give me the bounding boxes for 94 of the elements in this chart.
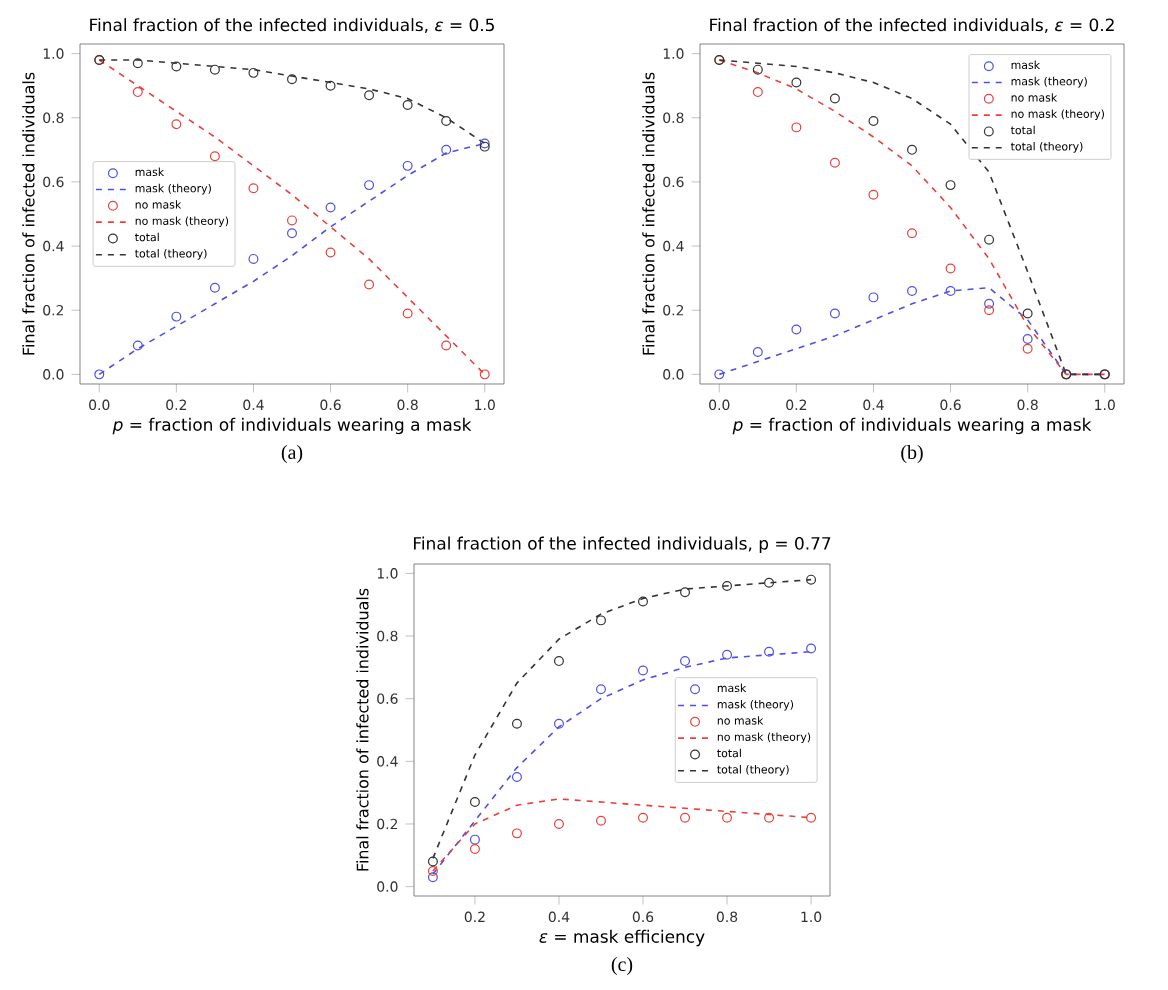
point <box>791 122 802 133</box>
point <box>553 718 564 729</box>
point <box>680 812 691 823</box>
x-axis-title: p = fraction of individuals wearing a mask <box>732 417 1092 435</box>
point <box>441 144 452 155</box>
point <box>806 574 817 585</box>
point <box>469 844 480 854</box>
point <box>752 87 763 98</box>
point <box>402 99 413 110</box>
chart-title: Final fraction of the infected individuals, p = 0.77 <box>414 536 831 554</box>
point <box>287 228 297 239</box>
point <box>1022 334 1033 345</box>
point <box>764 812 775 823</box>
point <box>984 305 995 316</box>
x-axis-title: p = fraction of individuals wearing a mask <box>112 417 472 435</box>
point <box>209 64 220 75</box>
point <box>511 718 522 729</box>
point <box>714 369 725 380</box>
point <box>427 856 438 867</box>
point <box>829 308 840 319</box>
point <box>868 115 879 126</box>
point <box>764 577 775 588</box>
point <box>638 665 648 676</box>
point <box>94 369 105 380</box>
point <box>984 298 995 309</box>
point <box>596 815 606 826</box>
point <box>248 253 259 264</box>
point <box>680 587 691 598</box>
point <box>722 580 733 591</box>
point <box>907 228 917 239</box>
point <box>722 649 733 660</box>
point <box>511 828 522 839</box>
point <box>764 646 775 657</box>
point <box>325 80 336 91</box>
point <box>907 285 917 296</box>
point <box>287 74 297 85</box>
point <box>791 324 802 335</box>
point <box>722 812 733 823</box>
point <box>680 656 691 667</box>
point <box>806 643 817 654</box>
point <box>132 58 143 69</box>
point <box>1022 308 1033 319</box>
text: (a) <box>281 445 303 464</box>
point <box>945 285 956 296</box>
point <box>945 263 956 274</box>
point <box>325 247 336 258</box>
point <box>984 234 995 245</box>
point <box>364 90 375 101</box>
point <box>364 279 375 290</box>
line-series <box>432 650 812 875</box>
point <box>806 812 817 823</box>
chart-title: Final fraction of the infected individuals, ε = 0.5 <box>90 18 494 33</box>
point <box>171 61 182 72</box>
x-axis-title: ε = mask efficiency <box>539 929 705 947</box>
point <box>469 834 480 845</box>
point <box>945 180 956 191</box>
point <box>907 144 917 155</box>
point <box>638 812 648 823</box>
point <box>427 872 438 883</box>
point <box>248 183 259 194</box>
point <box>132 87 143 98</box>
point <box>868 189 879 200</box>
chart-title: Final fraction of the infected individuals, ε = 0.2 <box>710 18 1114 33</box>
point <box>287 215 297 226</box>
point <box>791 77 802 88</box>
point <box>402 160 413 171</box>
point <box>441 115 452 126</box>
point <box>638 596 648 607</box>
point <box>132 340 143 351</box>
point <box>427 865 438 876</box>
point <box>441 340 452 351</box>
point <box>248 67 259 78</box>
point <box>752 64 763 75</box>
point <box>596 684 606 695</box>
point <box>364 180 375 191</box>
point <box>553 656 564 667</box>
point <box>829 93 840 104</box>
point <box>553 818 564 829</box>
point <box>171 119 182 130</box>
point <box>402 308 413 319</box>
point <box>171 311 182 322</box>
point <box>752 346 763 357</box>
point <box>1022 343 1033 354</box>
text: (c) <box>611 957 633 976</box>
point <box>479 369 490 380</box>
point <box>596 615 606 626</box>
point <box>325 202 336 213</box>
point <box>868 292 879 303</box>
point <box>511 771 522 782</box>
point <box>829 157 840 168</box>
text: (b) <box>901 445 923 464</box>
point <box>469 797 480 808</box>
point <box>209 282 220 293</box>
point <box>209 151 220 162</box>
